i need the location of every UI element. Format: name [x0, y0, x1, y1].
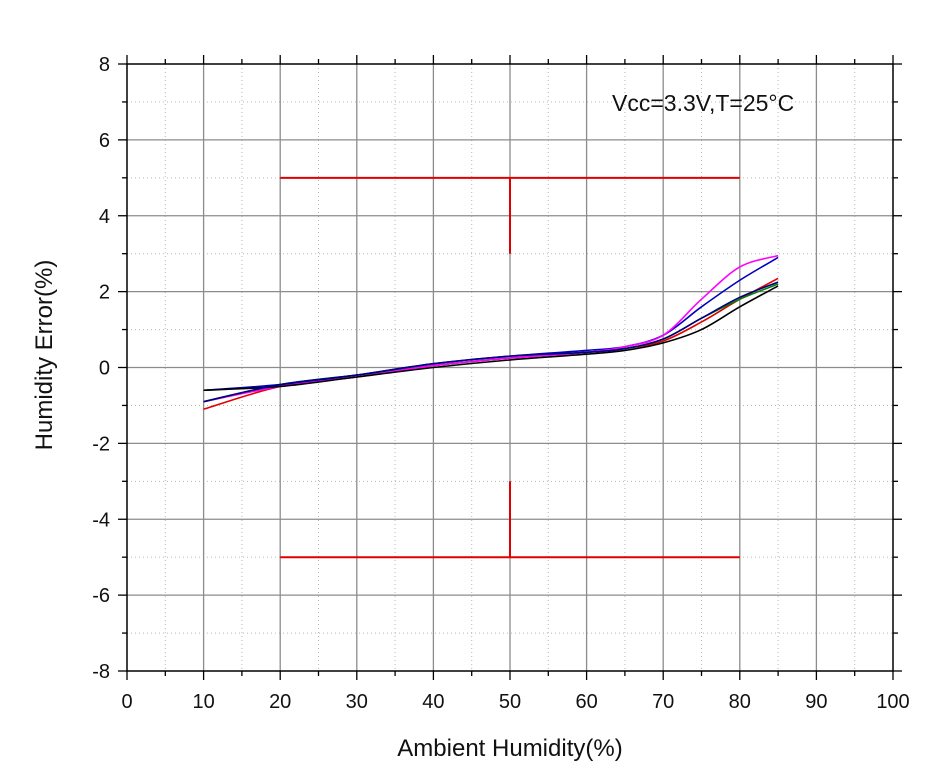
- series-line-1: [203, 277, 779, 410]
- y-tick-label: 8: [99, 54, 110, 76]
- x-axis-title: Ambient Humidity(%): [397, 735, 622, 762]
- series-line-5: [203, 285, 779, 392]
- x-tick-label: 10: [192, 691, 214, 713]
- x-tick-label: 80: [729, 691, 751, 713]
- series-group: [203, 254, 779, 410]
- x-tick-label: 20: [269, 691, 291, 713]
- major-grid: [127, 64, 893, 671]
- y-tick-label: 6: [99, 130, 110, 152]
- x-tick-label: 100: [876, 691, 909, 713]
- y-tick-label: -4: [92, 509, 110, 531]
- y-tick-label: 4: [99, 206, 110, 228]
- y-tick-label: -8: [92, 661, 110, 683]
- x-tick-label: 40: [422, 691, 444, 713]
- axis-ticks: [118, 55, 902, 680]
- x-tick-label: 30: [346, 691, 368, 713]
- condition-annotation: Vcc=3.3V,T=25°C: [612, 90, 794, 116]
- x-tick-label: 60: [575, 691, 597, 713]
- tick-labels: 0 10 20 30 40 50 60 70 80 90 100 -8 -6 -4 -2 0 2 4 6 8: [92, 54, 909, 713]
- x-tick-label: 0: [121, 691, 132, 713]
- y-axis-title: Humidity Error(%): [31, 260, 58, 451]
- x-tick-label: 90: [805, 691, 827, 713]
- x-tick-label: 50: [499, 691, 521, 713]
- tolerance-band: [280, 176, 740, 559]
- series-line-4: [203, 254, 779, 403]
- series-line-6: [203, 281, 779, 403]
- x-tick-label: 70: [652, 691, 674, 713]
- y-tick-label: 2: [99, 282, 110, 304]
- y-tick-label: -6: [92, 585, 110, 607]
- y-tick-label: 0: [99, 358, 110, 380]
- y-tick-label: -2: [92, 433, 110, 455]
